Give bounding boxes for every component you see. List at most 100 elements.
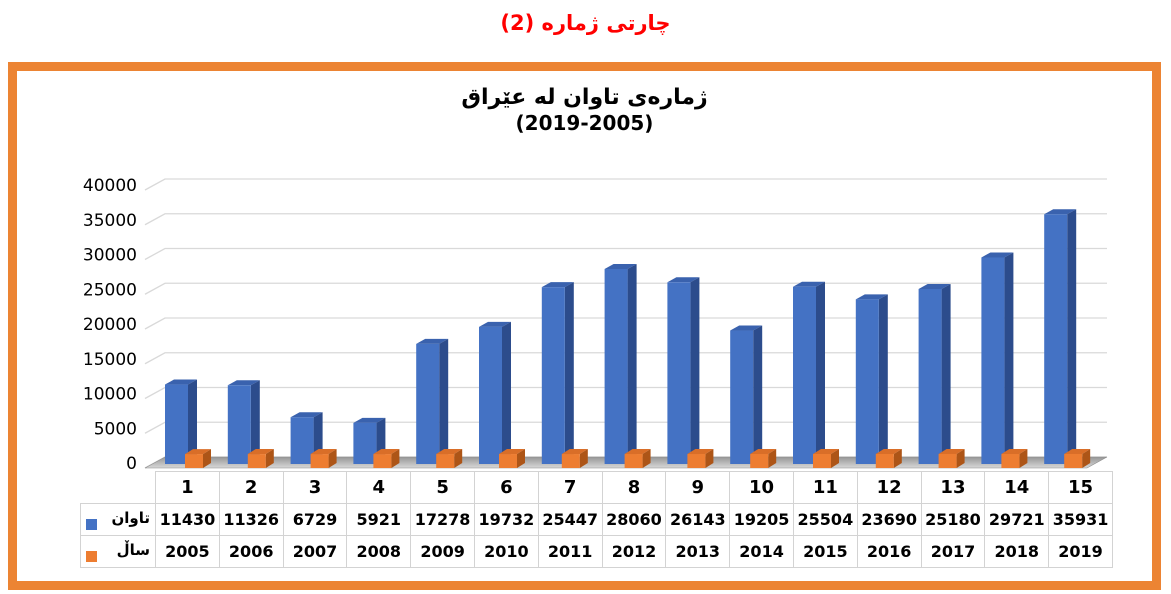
bar-sal-2006-side [265, 449, 274, 468]
bar-tawan-2017-side [941, 283, 951, 464]
bar-sal-2006-top [247, 449, 274, 455]
bar-sal-2018-side [1019, 448, 1028, 468]
y-axis-label: 40000 [83, 176, 137, 196]
bar-sal-2018 [1001, 453, 1020, 468]
category-cell: 3 [282, 471, 348, 504]
value-cell: 11326 [218, 502, 284, 536]
bar-tawan-2016-side [878, 294, 888, 464]
bar-sal-2011-side [579, 449, 588, 468]
category-cell: 10 [729, 471, 794, 504]
gridline [144, 386, 1107, 400]
bar-tawan-2019-top [1044, 209, 1077, 215]
bar-tawan-2006 [227, 385, 251, 464]
bar-tawan-2013 [667, 282, 691, 464]
bar-sal-2015 [813, 453, 831, 468]
category-cell: 2 [218, 471, 284, 504]
bar-sal-2006 [247, 454, 266, 468]
value-cell: 23690 [856, 502, 922, 536]
bar-tawan-2014-top [730, 325, 763, 331]
gridline [144, 247, 1107, 261]
bar-tawan-2013-side [690, 277, 700, 464]
value-cell: 2016 [856, 534, 922, 568]
bar-sal-2016-side [893, 448, 902, 468]
bar-tawan-2015 [793, 286, 816, 464]
value-cell: 25504 [792, 502, 858, 536]
bar-tawan-2018 [981, 257, 1005, 464]
chart-title-line2: (2019-2005) [515, 111, 654, 136]
series-row-2: ساڵ 2005 2006 2007 2008 2009 2010 2011 2012 2013 2… [80, 534, 1113, 568]
bar-tawan-2017 [918, 288, 942, 464]
bar-tawan-2009-side [439, 338, 449, 464]
bar-tawan-2015-side [816, 281, 825, 464]
category-cell: 7 [537, 471, 603, 504]
gridline [144, 421, 1107, 434]
bar-sal-2009 [436, 454, 455, 468]
gridline [144, 282, 1107, 295]
category-cell: 13 [920, 471, 986, 504]
bar-sal-2014 [750, 454, 769, 468]
legend-swatch-1 [86, 518, 97, 530]
y-axis-label: 20000 [83, 315, 137, 335]
gridline [144, 317, 1107, 330]
bar-sal-2016-top [875, 448, 902, 454]
category-cell: 9 [665, 471, 731, 504]
bar-tawan-2009-top [416, 338, 449, 344]
bar-tawan-2014 [730, 330, 754, 464]
gridline [144, 178, 1107, 191]
bar-sal-2014-side [768, 449, 777, 468]
bar-tawan-2011-top [541, 282, 574, 288]
value-cell: 2015 [792, 534, 858, 568]
bar-tawan-2006-side [250, 380, 260, 464]
value-cell: 25447 [537, 502, 603, 536]
bar-tawan-2014-side [753, 325, 763, 464]
bar-tawan-2005-top [165, 379, 197, 385]
y-axis-label: 25000 [83, 280, 137, 300]
table-stub-cell [81, 472, 156, 504]
series-name: تاوان [111, 508, 150, 527]
series-row-1: تاوان 11430 11326 6729 5921 17278 19732 25447 28… [80, 502, 1113, 536]
bar-tawan-2010-top [479, 321, 511, 327]
bar-sal-2019-top [1064, 448, 1091, 454]
value-cell: 2013 [665, 534, 731, 568]
bar-sal-2017-top [938, 448, 965, 454]
y-axis-label: 10000 [83, 385, 137, 405]
bar-tawan-2012 [604, 268, 628, 464]
bar-sal-2009-top [436, 449, 463, 455]
bar-sal-2005-top [185, 449, 211, 455]
value-cell: 2007 [282, 534, 348, 568]
y-axis-label: 35000 [83, 211, 137, 231]
bar-tawan-2018-top [981, 252, 1014, 258]
bar-sal-2009-side [454, 449, 463, 468]
value-cell: 2010 [473, 534, 539, 568]
value-cell: 35931 [1048, 502, 1113, 536]
chart-floor [144, 456, 1108, 469]
bar-sal-2017 [938, 453, 957, 468]
bar-sal-2011-top [561, 449, 588, 455]
category-cell: 4 [346, 471, 412, 504]
bar-tawan-2008 [353, 422, 377, 464]
bar-sal-2015-side [831, 448, 839, 468]
y-axis-label: 15000 [83, 350, 137, 370]
chart-title: ژمارەی تاوان لە عێراق (2019-2005) [17, 85, 1152, 136]
bar-tawan-2008-side [376, 417, 386, 464]
bar-tawan-2010-side [502, 321, 511, 464]
value-cell: 2005 [155, 534, 220, 568]
value-cell: 2018 [984, 534, 1050, 568]
bar-tawan-2012-top [604, 263, 637, 269]
gridline [144, 352, 1107, 365]
y-axis-label: 30000 [83, 246, 137, 266]
chart-title-line1: ژمارەی تاوان لە عێراق [461, 85, 708, 110]
bar-tawan-2006-top [227, 380, 260, 386]
category-cell: 12 [856, 471, 922, 504]
bar-sal-2013-top [687, 449, 714, 455]
bar-tawan-2007-side [313, 412, 323, 464]
bar-sal-2010-top [499, 449, 525, 455]
value-cell: 25180 [920, 502, 986, 536]
category-cell: 5 [410, 471, 475, 504]
bar-tawan-2007 [290, 417, 314, 464]
value-cell: 6729 [282, 502, 348, 536]
bar-tawan-2005 [165, 384, 188, 464]
series-legend-2: ساڵ [80, 534, 156, 568]
value-cell: 2011 [537, 534, 603, 568]
bar-sal-2018-top [1001, 448, 1028, 454]
